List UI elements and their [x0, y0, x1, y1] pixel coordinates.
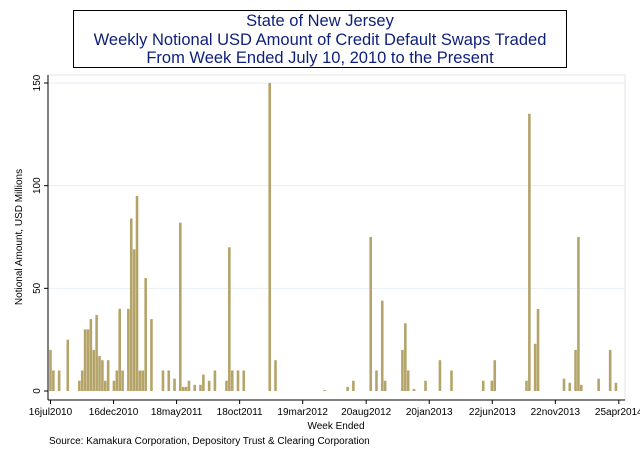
bar [141, 370, 145, 391]
bar [199, 384, 202, 391]
bar [98, 356, 101, 391]
bar [383, 380, 387, 391]
bar [115, 370, 119, 391]
bar [52, 370, 55, 391]
bar [92, 349, 96, 391]
bar [274, 360, 277, 391]
bar [230, 370, 234, 391]
chart-title-line-2: Weekly Notional USD Amount of Credit Def… [93, 30, 547, 49]
bar [106, 360, 110, 391]
bar [323, 389, 326, 391]
bar [401, 349, 404, 391]
bar [562, 378, 566, 391]
bar [352, 380, 355, 391]
bar [57, 370, 61, 391]
bar [161, 370, 165, 391]
bar [95, 315, 98, 391]
bar [268, 83, 272, 391]
bar [103, 380, 107, 391]
bar [193, 384, 197, 391]
bar-series [49, 83, 618, 392]
bar [135, 195, 139, 391]
y-tick-label: 150 [32, 74, 43, 91]
bar [614, 382, 618, 391]
bar [129, 218, 133, 391]
bar [83, 329, 87, 391]
bar [144, 278, 147, 391]
bar [490, 380, 494, 391]
x-tick-label: 25apr2014 [595, 407, 640, 418]
y-tick-label: 100 [32, 177, 43, 194]
x-tick-label: 22nov2013 [531, 407, 581, 418]
source-note: Source: Kamakura Corporation, Depository… [49, 436, 370, 447]
bar [412, 388, 416, 391]
bar [533, 343, 537, 391]
bar [202, 374, 205, 391]
bar [236, 370, 240, 391]
bar [112, 380, 116, 391]
bar [574, 349, 577, 391]
bar [207, 380, 211, 391]
bar [380, 300, 384, 391]
bar [150, 319, 153, 391]
x-tick-label: 20jan2013 [406, 407, 453, 418]
bar [481, 380, 485, 391]
bar [173, 378, 176, 391]
bar [66, 339, 70, 391]
bar [184, 386, 188, 391]
bar [528, 113, 531, 392]
bar [225, 380, 228, 391]
bar [406, 370, 410, 391]
bar [101, 360, 104, 391]
bar [568, 382, 572, 391]
x-tick-label: 19mar2012 [277, 407, 328, 418]
bar [580, 384, 583, 391]
bar [187, 380, 191, 391]
axes: 0 50 100 150 16jul2010 16dec2010 18may2011 18oc… [14, 74, 640, 432]
y-tick-label: 0 [32, 388, 43, 394]
chart-title-line-3: From Week Ended July 10, 2010 to the Pre… [146, 49, 494, 67]
bar [536, 308, 540, 391]
bar [127, 308, 130, 391]
bar [597, 378, 600, 391]
chart-title-box: State of New Jersey Weekly Notional USD … [73, 10, 567, 68]
bar [121, 370, 124, 391]
bar [132, 249, 136, 391]
x-tick-label: 22jun2013 [469, 407, 516, 418]
bar [375, 370, 378, 391]
y-axis-title: Notional Amount, USD Millions [14, 169, 25, 305]
chart-title-line-1: State of New Jersey [246, 12, 394, 30]
x-tick-label: 16dec2010 [89, 407, 139, 418]
bar [89, 319, 93, 391]
bar [138, 370, 142, 391]
bar [404, 323, 407, 391]
y-tick-label: 50 [32, 282, 43, 294]
x-tick-label: 18oct2011 [217, 407, 263, 418]
x-tick-label: 18may2011 [151, 407, 203, 418]
bar [228, 247, 231, 391]
bar [450, 370, 453, 391]
bar [577, 237, 580, 391]
bar [167, 370, 171, 391]
bar [80, 370, 84, 391]
bar [424, 380, 427, 391]
bar [86, 329, 90, 391]
bar [369, 237, 373, 391]
bar [181, 386, 185, 391]
bar [49, 349, 52, 391]
x-axis-title: Week Ended [307, 421, 364, 432]
bar [118, 308, 122, 391]
bar [179, 222, 182, 391]
bar [493, 360, 497, 391]
x-tick-label: 16jul2010 [29, 407, 73, 418]
bar [608, 349, 612, 391]
bar [438, 360, 442, 391]
x-tick-label: 20aug2012 [341, 407, 391, 418]
bar [525, 380, 528, 391]
bar [242, 370, 246, 391]
bar [346, 386, 349, 391]
bar [78, 380, 81, 391]
bar [213, 370, 217, 391]
